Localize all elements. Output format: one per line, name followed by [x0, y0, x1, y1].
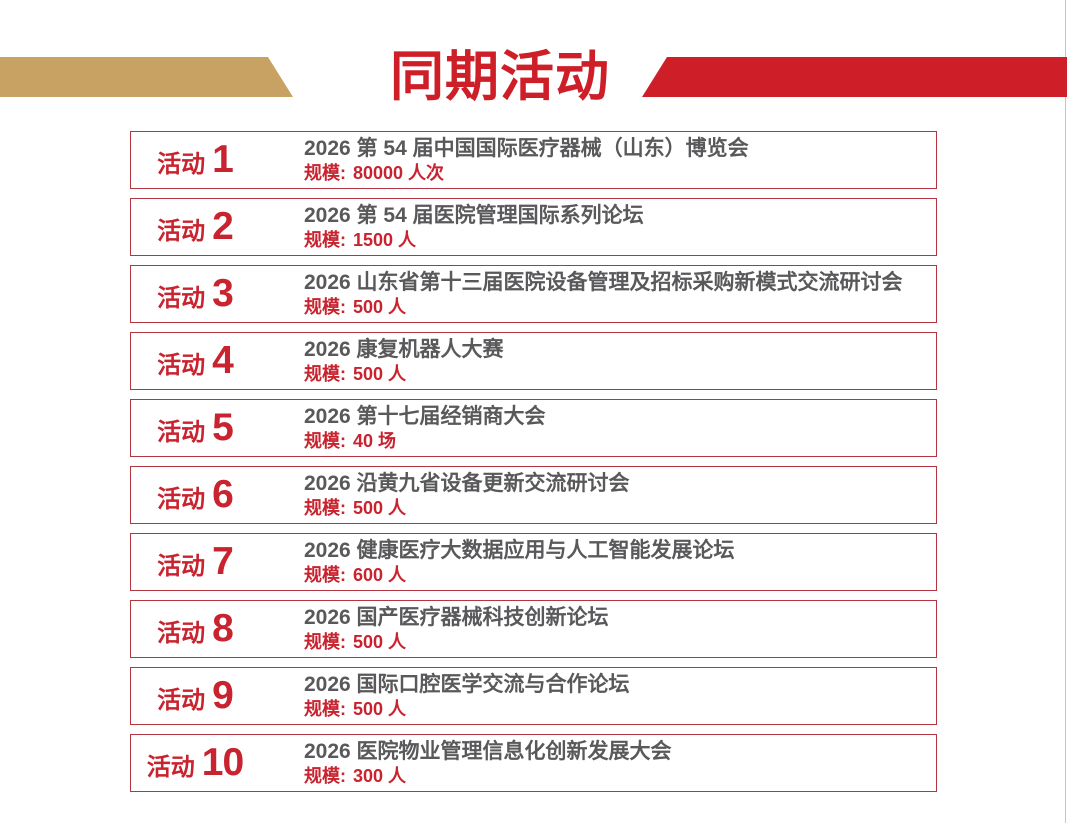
activity-scale-value: 600 人	[353, 565, 407, 585]
activity-card: 活动 4 2026 康复机器人大赛 规模: 500 人	[130, 332, 937, 390]
activity-scale: 规模: 500 人	[304, 297, 936, 317]
activity-scale: 规模: 500 人	[304, 498, 936, 518]
activity-number: 6	[212, 473, 234, 516]
activity-scale-value: 300 人	[353, 766, 407, 786]
activity-scale-label: 规模:	[304, 163, 346, 183]
activity-label: 活动 7	[131, 540, 259, 584]
activity-number: 9	[212, 674, 234, 717]
activities-list: 活动 1 2026 第 54 届中国国际医疗器械（山东）博览会 规模: 80000 …	[130, 131, 937, 801]
activity-label-text: 活动	[157, 151, 206, 178]
activity-scale-label: 规模:	[304, 632, 346, 652]
activity-label: 活动 4	[131, 339, 259, 383]
activity-card: 活动 1 2026 第 54 届中国国际医疗器械（山东）博览会 规模: 80000 …	[130, 131, 937, 189]
activity-scale: 规模: 40 场	[304, 431, 936, 451]
activity-number: 1	[212, 138, 234, 181]
activity-card: 活动 5 2026 第十七届经销商大会 规模: 40 场	[130, 399, 937, 457]
activity-scale-value: 500 人	[353, 632, 407, 652]
activity-info: 2026 国产医疗器械科技创新论坛 规模: 500 人	[259, 606, 936, 652]
activity-title: 2026 第 54 届医院管理国际系列论坛	[304, 204, 644, 227]
activity-scale-label: 规模:	[304, 699, 346, 719]
activity-scale-value: 1500 人	[353, 230, 417, 250]
activity-number: 2	[212, 205, 234, 248]
activity-scale: 规模: 80000 人次	[304, 163, 936, 183]
activity-title: 2026 国际口腔医学交流与合作论坛	[304, 673, 630, 696]
activity-scale: 规模: 500 人	[304, 699, 936, 719]
activity-title: 2026 山东省第十三届医院设备管理及招标采购新模式交流研讨会	[304, 271, 903, 294]
activity-scale-label: 规模:	[304, 297, 346, 317]
activity-label: 活动 1	[131, 138, 259, 182]
activity-card: 活动 8 2026 国产医疗器械科技创新论坛 规模: 500 人	[130, 600, 937, 658]
activity-label-text: 活动	[157, 620, 206, 647]
activity-scale-value: 500 人	[353, 699, 407, 719]
activity-label-text: 活动	[157, 218, 206, 245]
activity-number: 3	[212, 272, 234, 315]
activity-label-text: 活动	[146, 754, 195, 781]
activity-scale-label: 规模:	[304, 230, 346, 250]
activity-label-text: 活动	[157, 419, 206, 446]
activity-info: 2026 国际口腔医学交流与合作论坛 规模: 500 人	[259, 673, 936, 719]
activity-label: 活动 9	[131, 674, 259, 718]
activity-number: 7	[212, 540, 234, 583]
activity-scale: 规模: 1500 人	[304, 230, 936, 250]
activity-card: 活动 9 2026 国际口腔医学交流与合作论坛 规模: 500 人	[130, 667, 937, 725]
activity-label: 活动 6	[131, 473, 259, 517]
activity-info: 2026 沿黄九省设备更新交流研讨会 规模: 500 人	[259, 472, 936, 518]
activity-card: 活动 2 2026 第 54 届医院管理国际系列论坛 规模: 1500 人	[130, 198, 937, 256]
activity-number: 8	[212, 607, 234, 650]
activity-scale-label: 规模:	[304, 431, 346, 451]
activity-scale-label: 规模:	[304, 766, 346, 786]
activity-label-text: 活动	[157, 687, 206, 714]
activity-label: 活动 5	[131, 406, 259, 450]
activity-info: 2026 健康医疗大数据应用与人工智能发展论坛 规模: 600 人	[259, 539, 936, 585]
activity-info: 2026 第 54 届医院管理国际系列论坛 规模: 1500 人	[259, 204, 936, 250]
activity-scale-value: 80000 人次	[353, 163, 445, 183]
activity-scale: 规模: 500 人	[304, 632, 936, 652]
activity-card: 活动 10 2026 医院物业管理信息化创新发展大会 规模: 300 人	[130, 734, 937, 792]
activity-number: 10	[201, 741, 244, 784]
activity-title: 2026 国产医疗器械科技创新论坛	[304, 606, 609, 629]
red-ribbon	[642, 57, 1067, 97]
activity-card: 活动 7 2026 健康医疗大数据应用与人工智能发展论坛 规模: 600 人	[130, 533, 937, 591]
activity-scale-value: 500 人	[353, 498, 407, 518]
activity-scale-label: 规模:	[304, 565, 346, 585]
activity-title: 2026 医院物业管理信息化创新发展大会	[304, 740, 672, 763]
activity-title: 2026 康复机器人大赛	[304, 338, 504, 361]
activity-label-text: 活动	[157, 285, 206, 312]
activity-scale-value: 40 场	[353, 431, 397, 451]
activity-title: 2026 第十七届经销商大会	[304, 405, 546, 428]
activity-info: 2026 第 54 届中国国际医疗器械（山东）博览会 规模: 80000 人次	[259, 137, 936, 183]
page-edge-line	[1065, 0, 1066, 823]
activity-label: 活动 10	[131, 741, 259, 785]
gold-ribbon	[0, 57, 293, 97]
activity-label: 活动 2	[131, 205, 259, 249]
activity-scale-label: 规模:	[304, 498, 346, 518]
activity-info: 2026 山东省第十三届医院设备管理及招标采购新模式交流研讨会 规模: 500 人	[259, 271, 936, 317]
activity-scale-label: 规模:	[304, 364, 346, 384]
activity-scale: 规模: 500 人	[304, 364, 936, 384]
activity-label: 活动 3	[131, 272, 259, 316]
activity-number: 4	[212, 339, 234, 382]
activity-title: 2026 沿黄九省设备更新交流研讨会	[304, 472, 630, 495]
activity-scale-value: 500 人	[353, 364, 407, 384]
activity-label-text: 活动	[157, 486, 206, 513]
activity-label: 活动 8	[131, 607, 259, 651]
activity-info: 2026 医院物业管理信息化创新发展大会 规模: 300 人	[259, 740, 936, 786]
activity-scale: 规模: 600 人	[304, 565, 936, 585]
activity-title: 2026 第 54 届中国国际医疗器械（山东）博览会	[304, 137, 749, 160]
activity-title: 2026 健康医疗大数据应用与人工智能发展论坛	[304, 539, 735, 562]
activity-info: 2026 康复机器人大赛 规模: 500 人	[259, 338, 936, 384]
page-title: 同期活动	[390, 47, 610, 107]
activity-info: 2026 第十七届经销商大会 规模: 40 场	[259, 405, 936, 451]
activity-card: 活动 3 2026 山东省第十三届医院设备管理及招标采购新模式交流研讨会 规模: 5…	[130, 265, 937, 323]
activity-scale-value: 500 人	[353, 297, 407, 317]
activity-card: 活动 6 2026 沿黄九省设备更新交流研讨会 规模: 500 人	[130, 466, 937, 524]
activity-number: 5	[212, 406, 234, 449]
activity-scale: 规模: 300 人	[304, 766, 936, 786]
activity-label-text: 活动	[157, 352, 206, 379]
activity-label-text: 活动	[157, 553, 206, 580]
